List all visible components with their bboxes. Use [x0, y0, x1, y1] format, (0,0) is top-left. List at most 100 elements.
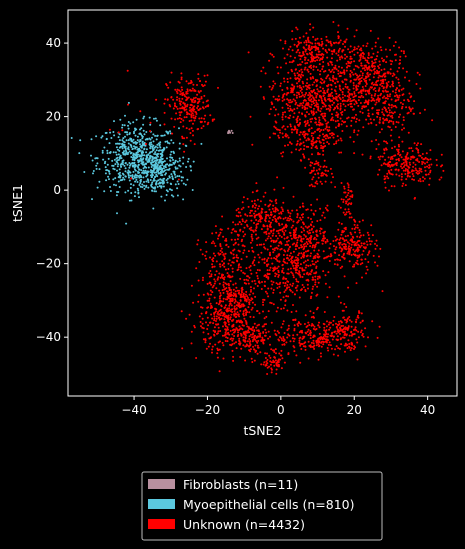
scatter-point	[272, 281, 275, 284]
scatter-point	[337, 31, 339, 34]
scatter-point	[214, 280, 217, 283]
scatter-point	[133, 195, 136, 198]
scatter-point	[353, 348, 355, 350]
scatter-point	[291, 284, 294, 287]
scatter-point	[410, 147, 413, 150]
scatter-point	[387, 114, 390, 117]
scatter-point	[322, 149, 325, 152]
scatter-point	[239, 332, 242, 335]
scatter-point	[300, 88, 303, 91]
scatter-point	[386, 95, 389, 98]
scatter-point	[419, 154, 422, 157]
scatter-point	[357, 314, 359, 317]
scatter-point	[373, 58, 376, 61]
scatter-point	[322, 105, 324, 108]
scatter-point	[327, 41, 330, 44]
scatter-point	[374, 90, 377, 92]
scatter-point	[353, 228, 356, 230]
scatter-point	[210, 242, 213, 245]
scatter-point	[387, 169, 390, 172]
scatter-point	[310, 134, 313, 137]
scatter-point	[397, 143, 400, 146]
scatter-point	[232, 243, 235, 246]
scatter-point	[327, 339, 330, 342]
scatter-point	[415, 147, 418, 150]
scatter-point	[327, 130, 330, 132]
scatter-point	[250, 333, 252, 336]
scatter-point	[423, 158, 426, 161]
scatter-point	[308, 138, 311, 141]
scatter-point	[306, 259, 309, 262]
scatter-point	[263, 257, 266, 260]
scatter-point	[397, 148, 400, 151]
scatter-point	[334, 120, 337, 123]
scatter-point	[399, 153, 402, 156]
scatter-point	[209, 114, 212, 117]
scatter-point	[239, 299, 242, 302]
scatter-point	[389, 165, 392, 168]
scatter-point	[273, 257, 276, 259]
scatter-point	[321, 214, 324, 217]
scatter-point	[314, 60, 317, 62]
scatter-point	[322, 239, 325, 242]
scatter-point	[273, 106, 275, 109]
scatter-point	[174, 105, 176, 108]
scatter-point	[277, 95, 280, 98]
scatter-point	[339, 107, 342, 110]
scatter-point	[369, 157, 372, 160]
scatter-point	[315, 46, 318, 49]
scatter-point	[325, 325, 328, 328]
scatter-point	[400, 50, 403, 52]
scatter-point	[135, 176, 138, 179]
scatter-point	[289, 77, 292, 80]
scatter-point	[247, 250, 250, 253]
scatter-point	[309, 310, 312, 313]
scatter-point	[340, 198, 343, 201]
scatter-point	[303, 105, 306, 108]
scatter-point	[187, 96, 190, 99]
scatter-point	[369, 29, 372, 32]
scatter-point	[397, 96, 400, 99]
scatter-point	[334, 64, 337, 67]
scatter-point	[270, 211, 273, 214]
scatter-point	[250, 272, 253, 275]
scatter-point	[278, 98, 281, 101]
scatter-point	[225, 336, 228, 339]
scatter-point	[306, 133, 309, 136]
scatter-point	[272, 248, 274, 251]
scatter-point	[226, 272, 229, 275]
scatter-point	[337, 320, 340, 323]
scatter-point	[295, 264, 298, 267]
scatter-point	[355, 118, 358, 120]
scatter-point	[316, 92, 318, 95]
scatter-point	[217, 303, 220, 306]
scatter-point	[294, 103, 297, 106]
scatter-point	[341, 329, 344, 331]
scatter-point	[409, 158, 412, 161]
scatter-point	[267, 337, 270, 340]
scatter-point	[367, 234, 370, 236]
scatter-point	[133, 164, 136, 167]
scatter-point	[218, 370, 221, 373]
scatter-point	[219, 263, 221, 266]
scatter-point	[274, 206, 277, 209]
scatter-point	[192, 114, 195, 117]
scatter-point	[267, 214, 270, 217]
scatter-point	[413, 178, 415, 181]
scatter-point	[216, 347, 219, 350]
scatter-point	[219, 249, 222, 252]
scatter-point	[305, 332, 308, 335]
scatter-point	[402, 182, 405, 185]
scatter-point	[319, 207, 322, 210]
scatter-point	[309, 28, 312, 31]
scatter-point	[345, 55, 348, 58]
scatter-point	[312, 257, 315, 260]
scatter-point	[242, 312, 245, 315]
scatter-point	[320, 107, 323, 110]
scatter-point	[298, 36, 301, 39]
scatter-point	[398, 145, 400, 148]
scatter-point	[224, 257, 226, 260]
scatter-point	[213, 333, 216, 336]
scatter-point	[301, 337, 304, 340]
scatter-point	[324, 331, 327, 334]
